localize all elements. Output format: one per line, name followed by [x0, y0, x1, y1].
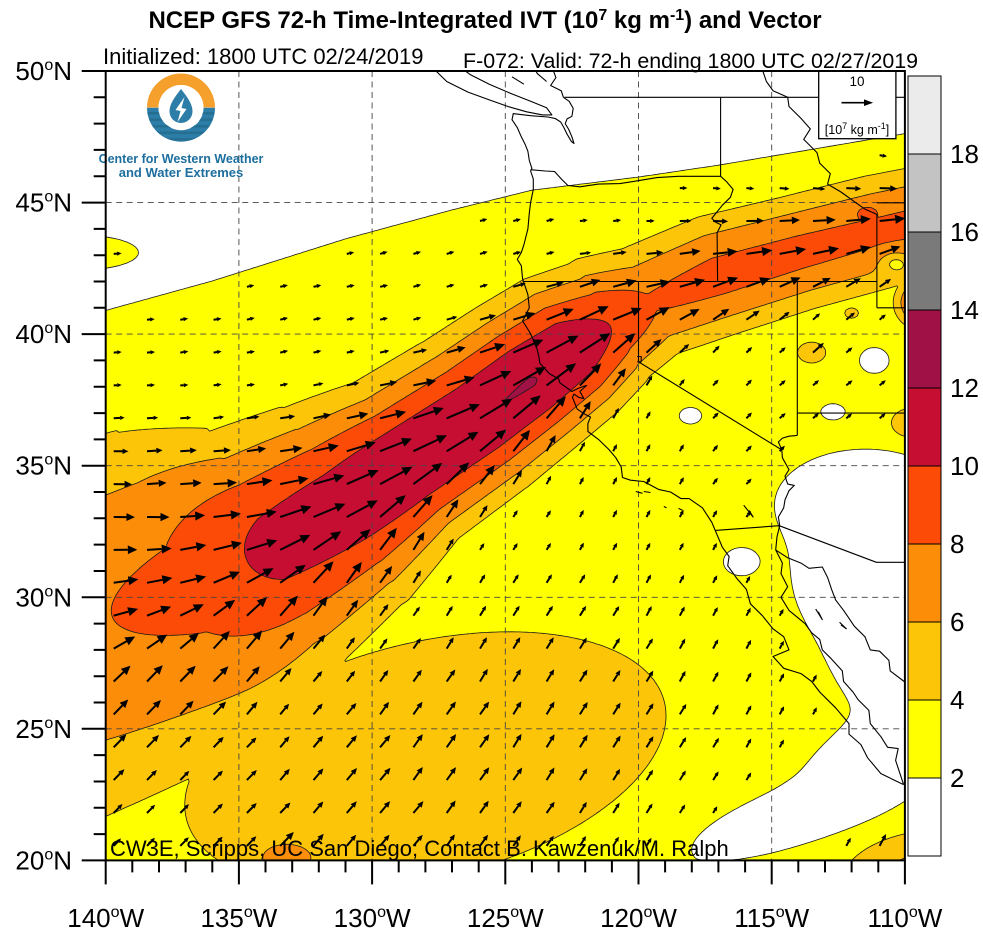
- svg-text:25oN: 25oN: [15, 714, 72, 744]
- svg-text:16: 16: [950, 217, 979, 247]
- svg-text:45oN: 45oN: [15, 188, 72, 218]
- svg-text:30oN: 30oN: [15, 582, 72, 612]
- svg-text:18: 18: [950, 139, 979, 169]
- svg-text:50oN: 50oN: [15, 56, 72, 86]
- svg-text:20oN: 20oN: [15, 845, 72, 875]
- svg-text:125oW: 125oW: [467, 903, 544, 933]
- svg-text:115oW: 115oW: [734, 903, 809, 933]
- svg-text:F-072: Valid: 72-h ending 1800: F-072: Valid: 72-h ending 1800 UTC 02/27…: [463, 49, 918, 73]
- svg-text:Initialized: 1800 UTC 02/24/20: Initialized: 1800 UTC 02/24/2019: [103, 44, 423, 69]
- svg-text:110oW: 110oW: [867, 903, 942, 933]
- svg-text:130oW: 130oW: [334, 903, 411, 933]
- svg-text:Center for Western Weather: Center for Western Weather: [99, 152, 264, 166]
- svg-text:14: 14: [950, 295, 979, 325]
- svg-text:12: 12: [950, 373, 979, 403]
- svg-text:10: 10: [849, 74, 864, 89]
- svg-text:6: 6: [950, 607, 964, 637]
- svg-text:CW3E, Scripps, UC San Diego; C: CW3E, Scripps, UC San Diego; Contact B. …: [110, 836, 729, 861]
- svg-text:[107 kg m-1]: [107 kg m-1]: [825, 121, 889, 137]
- svg-text:40oN: 40oN: [15, 319, 72, 349]
- svg-text:140oW: 140oW: [67, 903, 144, 933]
- svg-text:10: 10: [950, 451, 979, 481]
- svg-text:NCEP GFS 72-h Time-Integrated: NCEP GFS 72-h Time-Integrated IVT (107 k…: [148, 7, 821, 34]
- svg-text:4: 4: [950, 685, 964, 715]
- svg-text:35oN: 35oN: [15, 451, 72, 481]
- svg-text:120oW: 120oW: [600, 903, 677, 933]
- svg-text:2: 2: [950, 763, 964, 793]
- svg-text:8: 8: [950, 529, 964, 559]
- svg-text:135oW: 135oW: [200, 903, 277, 933]
- svg-text:and Water Extremes: and Water Extremes: [119, 165, 244, 180]
